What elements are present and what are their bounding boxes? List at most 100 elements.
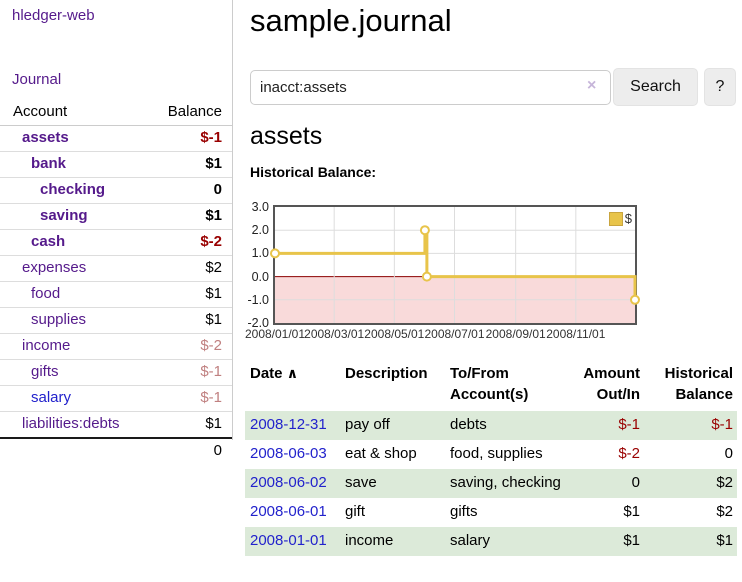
account-balance: $-1 [150, 359, 232, 386]
sidebar-item-journal[interactable]: Journal [12, 71, 62, 88]
register-row: 2008-01-01 income salary $1 $1 [245, 527, 737, 556]
account-balance: $1 [150, 307, 232, 334]
y-axis-tick-label: -2.0 [247, 316, 269, 330]
transaction-balance: $-1 [644, 411, 737, 440]
historical-balance-chart: $ 3.0 2.0 1.0 0.0 -1.0 -2.0 2008/01/01 2008/03/… [239, 200, 669, 350]
sort-ascending-icon: ∧ [286, 365, 299, 381]
account-link-expenses[interactable]: expenses [22, 259, 87, 276]
legend-label: $ [624, 211, 632, 226]
x-axis-tick-label: 2008/11/01 [546, 327, 606, 341]
account-link-checking[interactable]: checking [40, 181, 106, 198]
transaction-description: income [345, 527, 450, 556]
register-row: 2008-12-31 pay off debts $-1 $-1 [245, 411, 737, 440]
account-row: gifts $-1 [0, 359, 232, 386]
chart-plot: $ [270, 205, 640, 325]
register-row: 2008-06-03 eat & shop food, supplies $-2… [245, 440, 737, 469]
accounts-table: Account Balance assets $-1 bank $1 checkin… [0, 100, 232, 464]
account-balance: $1 [150, 203, 232, 230]
transaction-balance: $2 [644, 469, 737, 498]
transaction-accounts: salary [450, 527, 562, 556]
register-header-date[interactable]: Date ∧ [250, 365, 299, 382]
transaction-amount: $-2 [618, 445, 640, 462]
help-button[interactable]: ? [704, 68, 736, 106]
account-link-bank[interactable]: bank [31, 155, 67, 172]
account-row: cash $-2 [0, 229, 232, 256]
account-link-gifts[interactable]: gifts [31, 363, 59, 380]
transaction-balance: 0 [724, 445, 733, 462]
account-row: expenses $2 [0, 255, 232, 282]
account-row: bank $1 [0, 151, 232, 178]
account-row: checking 0 [0, 177, 232, 204]
account-balance: $1 [150, 411, 232, 438]
chart-legend: $ [608, 211, 632, 226]
account-link-saving[interactable]: saving [40, 207, 88, 224]
y-axis-tick-label: 1.0 [251, 246, 269, 261]
transaction-date-link[interactable]: 2008-12-31 [250, 416, 327, 433]
account-balance: $-1 [150, 385, 232, 412]
legend-swatch-icon [608, 211, 623, 226]
transaction-amount: $1 [562, 527, 644, 556]
account-heading: assets [250, 122, 323, 150]
account-row: income $-2 [0, 333, 232, 360]
transaction-description: pay off [345, 411, 450, 440]
account-row: supplies $1 [0, 307, 232, 334]
transaction-accounts: food, supplies [450, 445, 543, 462]
register-header-balance: Historical Balance [664, 365, 733, 403]
transaction-date-link[interactable]: 2008-01-01 [250, 532, 327, 549]
account-link-food[interactable]: food [31, 285, 61, 302]
account-balance: $-1 [200, 129, 222, 146]
register-header-description: Description [345, 365, 428, 382]
x-axis-tick-label: 2008/01/01 [244, 327, 306, 341]
accounts-header-balance: Balance [150, 100, 232, 126]
accounts-total-row: 0 [0, 437, 232, 464]
account-row: assets $-1 [0, 126, 232, 152]
register-row: 2008-06-02 save saving, checking 0 $2 [245, 469, 737, 498]
account-balance: $1 [150, 281, 232, 308]
transaction-date-link[interactable]: 2008-06-02 [250, 474, 327, 491]
transaction-accounts: debts [450, 411, 562, 440]
account-row: food $1 [0, 281, 232, 308]
account-row: liabilities:debts $1 [0, 411, 232, 438]
register-table: Date ∧ Description To/From Account(s) Am… [245, 361, 737, 556]
y-axis-tick-label: -1.0 [247, 292, 269, 307]
y-axis-tick-label: 0.0 [251, 269, 269, 284]
transaction-amount: 0 [562, 469, 644, 498]
accounts-header-account: Account [0, 100, 151, 126]
y-axis-tick-label: 3.0 [251, 200, 269, 214]
page-title: sample.journal [250, 3, 452, 38]
search-button[interactable]: Search [613, 68, 698, 106]
chart-title: Historical Balance: [250, 164, 377, 180]
transaction-balance: $2 [716, 503, 733, 520]
account-link-income[interactable]: income [22, 337, 71, 354]
sidebar: hledger-web Journal Account Balance asse… [0, 0, 233, 464]
clear-search-icon[interactable]: × [587, 77, 597, 94]
accounts-total-value: 0 [150, 437, 232, 464]
register-row: 2008-06-01 gift gifts $1 $2 [245, 498, 737, 527]
account-link-salary[interactable]: salary [31, 389, 72, 406]
transaction-date-link[interactable]: 2008-06-01 [250, 503, 327, 520]
transaction-date-link[interactable]: 2008-06-03 [250, 445, 327, 462]
account-link-liabilities-debts[interactable]: liabilities:debts [22, 415, 120, 432]
x-axis-tick-label: 2008/07/01 [424, 327, 485, 341]
x-axis-tick-label: 2008/09/01 [485, 327, 546, 341]
x-axis-tick-label: 2008/05/01 [364, 327, 425, 341]
search-input[interactable] [250, 70, 611, 105]
transaction-amount: $-1 [562, 411, 644, 440]
x-axis-tick-label: 2008/03/01 [304, 327, 365, 341]
account-balance: $2 [150, 255, 232, 282]
transaction-amount: $1 [623, 503, 640, 520]
account-link-assets[interactable]: assets [22, 129, 69, 146]
account-balance: $-2 [150, 229, 232, 256]
transaction-description: save [345, 469, 450, 498]
account-link-supplies[interactable]: supplies [31, 311, 87, 328]
account-balance: $-2 [150, 333, 232, 360]
app-title-link[interactable]: hledger-web [12, 7, 95, 24]
account-row: salary $-1 [0, 385, 232, 412]
y-axis-tick-label: 2.0 [251, 223, 269, 238]
register-header-accounts: To/From Account(s) [450, 365, 529, 403]
transaction-accounts: gifts [450, 503, 478, 520]
register-header-amount: Amount Out/In [583, 365, 640, 403]
register-header-row: Date ∧ Description To/From Account(s) Am… [245, 361, 737, 411]
account-link-cash[interactable]: cash [31, 233, 66, 250]
account-row: saving $1 [0, 203, 232, 230]
